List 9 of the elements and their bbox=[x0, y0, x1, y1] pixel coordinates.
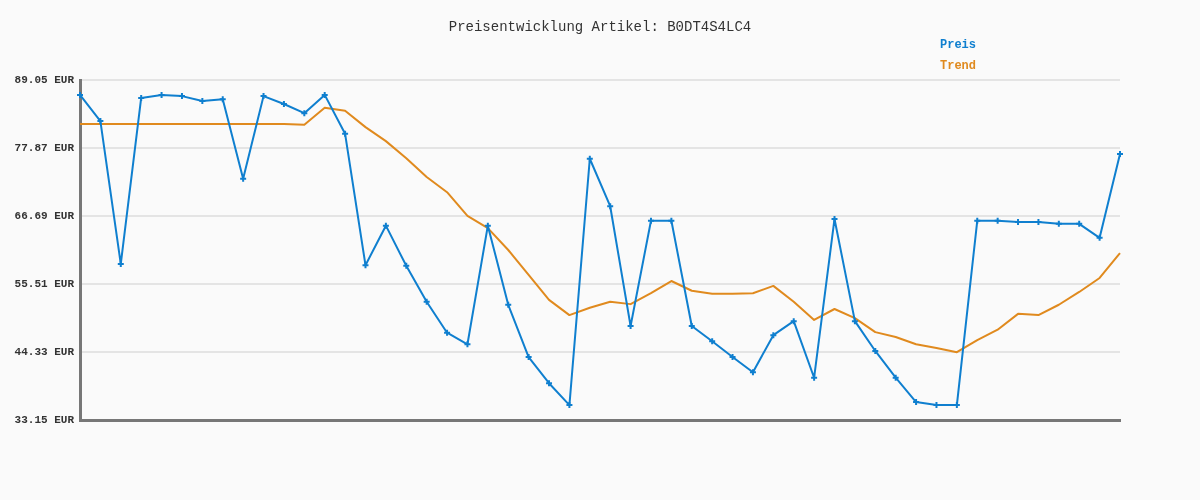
y-tick-label: 77.87 EUR bbox=[14, 141, 75, 154]
y-tick-label: 89.05 EUR bbox=[14, 73, 75, 86]
y-tick-label: 66.69 EUR bbox=[14, 209, 75, 222]
text: Preis bbox=[940, 38, 977, 54]
chart-title: Preisentwicklung Artikel: B0DT4S4LC4 bbox=[447, 19, 753, 35]
y-tick-label: 33.15 EUR bbox=[14, 413, 75, 426]
text: Trend bbox=[940, 59, 977, 75]
y-tick-label: 44.33 EUR bbox=[14, 345, 75, 358]
y-tick-label: 55.51 EUR bbox=[14, 277, 75, 290]
